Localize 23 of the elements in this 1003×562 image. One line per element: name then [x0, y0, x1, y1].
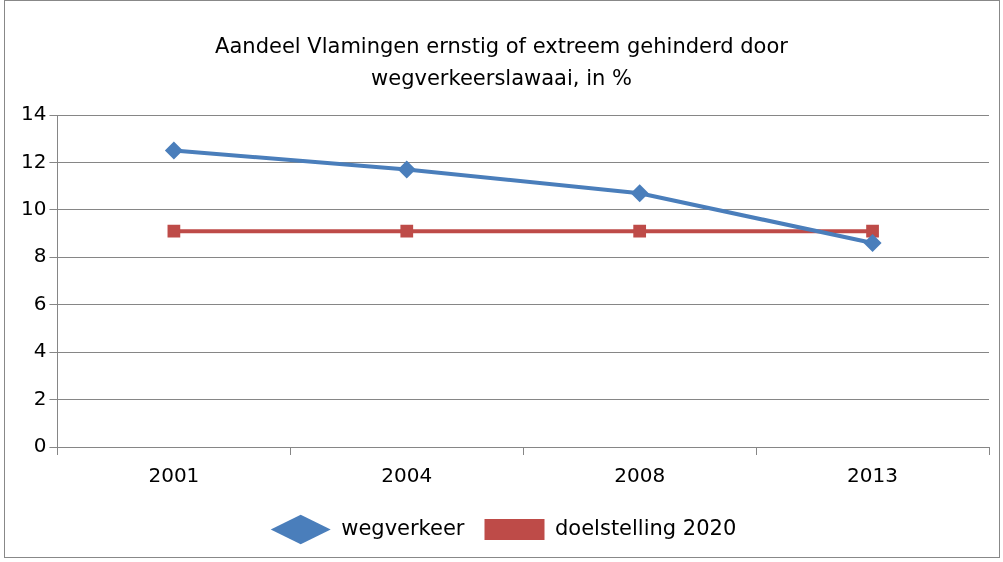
y-tick-label: 4 — [33, 338, 47, 363]
chart-title: Aandeel Vlamingen ernstig of extreem gehinderd door wegverkeerslawaai, in % — [214, 33, 789, 92]
point — [630, 184, 649, 203]
y-tick-label: 0 — [33, 433, 47, 458]
y-tick-label: 2 — [33, 385, 47, 410]
x-tick-label: 2013 — [847, 463, 899, 488]
x-tick-label: 2008 — [614, 463, 666, 488]
point — [866, 224, 879, 238]
y-tick-label: 12 — [21, 148, 47, 173]
point — [400, 224, 414, 238]
y-tick-label: 8 — [33, 243, 47, 268]
x-tick-label: 2001 — [148, 463, 200, 488]
point — [167, 224, 181, 238]
point — [863, 234, 882, 253]
point — [164, 141, 183, 160]
y-tick-label: 6 — [33, 290, 47, 315]
y-tick-label: 10 — [21, 196, 47, 221]
legend-label: wegverkeer — [341, 515, 465, 540]
x-tick-label: 2004 — [381, 463, 433, 488]
y-tick-label: 14 — [21, 101, 47, 126]
point — [633, 224, 647, 238]
legend-label: doelstelling 2020 — [555, 515, 737, 540]
point — [397, 160, 416, 179]
